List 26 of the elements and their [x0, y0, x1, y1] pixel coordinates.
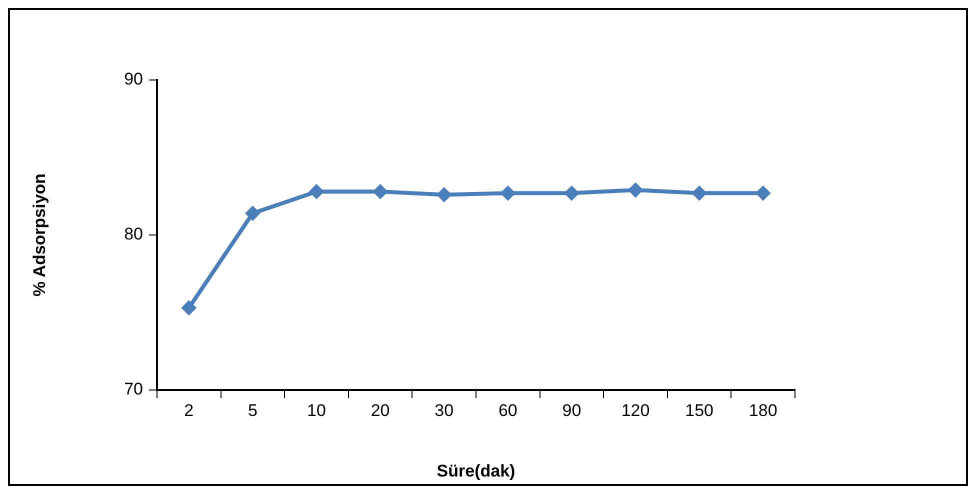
point: [309, 184, 324, 200]
x-tick-label: 90: [562, 400, 582, 420]
point: [181, 300, 196, 316]
point: [372, 184, 388, 200]
frame: Süre(dak) % Adsorpsiyon 2 5 10 20 30 60 90 120 150 180 70 80 90: [8, 8, 968, 486]
point: [436, 187, 452, 202]
point: [756, 186, 771, 201]
y-tick-label: 80: [124, 224, 143, 244]
y-tick-label: 90: [124, 70, 143, 89]
x-tick-label: 5: [248, 400, 258, 420]
y-axis-title: % Adsorpsiyon: [30, 173, 49, 297]
x-tick-label: 180: [748, 400, 778, 420]
x-axis-title: Süre(dak): [436, 461, 516, 480]
point: [628, 182, 643, 198]
point: [500, 186, 516, 201]
y-tick-label: 70: [124, 380, 143, 399]
x-tick-label: 20: [370, 400, 390, 420]
x-tick-label: 120: [621, 400, 650, 420]
x-tick-label: 60: [498, 400, 518, 420]
point: [564, 186, 580, 201]
x-tick-label: 150: [685, 400, 714, 420]
x-tick-label: 2: [184, 400, 194, 420]
x-tick-label: 10: [307, 400, 326, 420]
point: [692, 186, 707, 201]
point: [245, 206, 260, 221]
x-tick-label: 30: [434, 400, 454, 420]
